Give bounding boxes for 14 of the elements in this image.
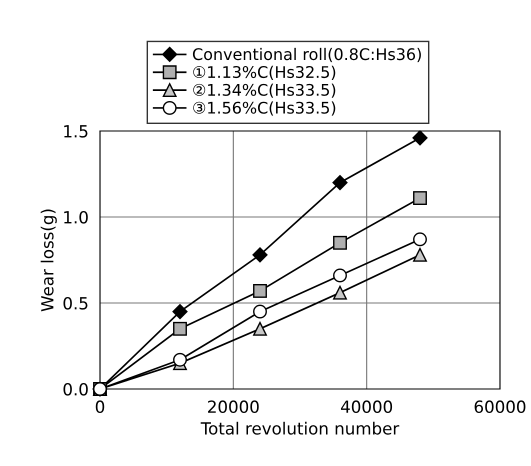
x-tick-label: 20000 [208,400,259,414]
legend-label: ②1.34%C(Hs33.5) [193,84,336,98]
y-tick-label: 0.0 [63,382,88,396]
y-tick-label: 1.5 [64,125,88,138]
legend-label: Conventional roll(0.8C:Hs36) [192,48,421,62]
y-axis-title: Wear loss(g) [40,209,57,312]
legend-label: ①1.13%C(Hs32.5) [193,66,336,80]
x-axis-title: Total revolution number [200,422,400,435]
x-tick-label: 0 [96,400,104,414]
x-tick-label: 40000 [340,400,392,414]
y-tick-label: 0.5 [63,296,88,310]
y-tick-label: 1.0 [64,210,88,224]
x-tick-label: 60000 [474,400,526,414]
legend-label: ③1.56%C(Hs33.5) [193,101,336,116]
